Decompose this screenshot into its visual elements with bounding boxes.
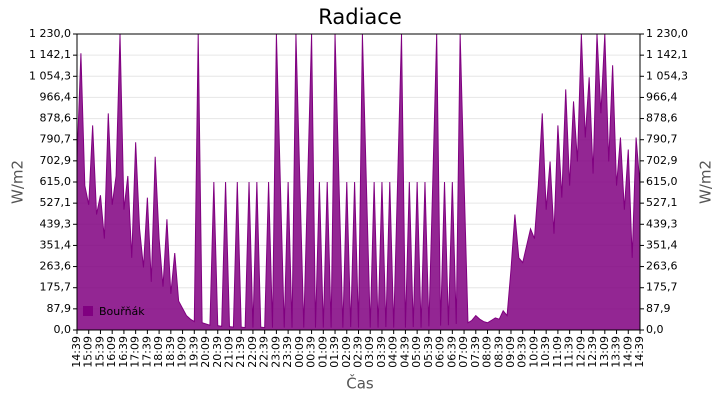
x-tick-label: 18:39 bbox=[164, 336, 177, 368]
y2-tick-label: 87,9 bbox=[646, 302, 671, 315]
y-tick-label: 966,4 bbox=[40, 90, 72, 103]
x-tick-label: 20:39 bbox=[211, 336, 224, 368]
y2-tick-label: 527,1 bbox=[646, 196, 678, 209]
x-tick-label: 04:09 bbox=[387, 336, 400, 368]
x-tick-label: 22:09 bbox=[246, 336, 259, 368]
plot-frame bbox=[76, 33, 641, 331]
x-tick-label: 21:39 bbox=[234, 336, 247, 368]
x-tick-label: 02:39 bbox=[352, 336, 365, 368]
x-tick-label: 20:09 bbox=[199, 336, 212, 368]
x-tick-label: 01:09 bbox=[316, 336, 329, 368]
chart-title: Radiace bbox=[318, 5, 402, 29]
y2-tick-label: 1 142,1 bbox=[646, 48, 688, 61]
x-tick-label: 06:39 bbox=[445, 336, 458, 368]
x-tick-label: 13:39 bbox=[610, 336, 623, 368]
x-tick-label: 07:09 bbox=[457, 336, 470, 368]
y-tick-label: 1 230,0 bbox=[29, 27, 71, 40]
x-tick-label: 05:39 bbox=[422, 336, 435, 368]
area bbox=[76, 33, 641, 331]
x-tick-label: 01:39 bbox=[328, 336, 341, 368]
y-tick-label: 439,3 bbox=[40, 217, 72, 230]
x-tick-label: 00:39 bbox=[305, 336, 318, 368]
x-tick-label: 14:39 bbox=[633, 336, 646, 368]
x-tick-label: 22:39 bbox=[258, 336, 271, 368]
y-tick-label: 790,7 bbox=[40, 133, 72, 146]
x-tick-label: 19:39 bbox=[187, 336, 200, 368]
y2-tick-label: 263,6 bbox=[646, 260, 678, 273]
legend-label: Bouřňák bbox=[99, 305, 145, 318]
y-axis-label: W/m2 bbox=[9, 160, 27, 204]
x-tick-label: 11:09 bbox=[551, 336, 564, 368]
y-tick-label: 87,9 bbox=[47, 302, 72, 315]
legend-box bbox=[83, 306, 93, 316]
y2-tick-label: 175,7 bbox=[646, 281, 678, 294]
y2-tick-label: 1 230,0 bbox=[646, 27, 688, 40]
x-tick-label: 18:09 bbox=[152, 336, 165, 368]
y-tick-label: 263,6 bbox=[40, 260, 72, 273]
y2-tick-label: 439,3 bbox=[646, 217, 678, 230]
x-tick-label: 06:09 bbox=[434, 336, 447, 368]
x-tick-label: 15:39 bbox=[93, 336, 106, 368]
x-tick-label: 19:09 bbox=[176, 336, 189, 368]
x-tick-label: 12:39 bbox=[586, 336, 599, 368]
y-tick-label: 1 142,1 bbox=[29, 48, 71, 61]
x-axis-label: Čas bbox=[346, 374, 374, 393]
x-tick-label: 14:39 bbox=[70, 336, 83, 368]
y-tick-label: 351,4 bbox=[40, 238, 72, 251]
y2-tick-label: 351,4 bbox=[646, 238, 678, 251]
x-tick-label: 04:39 bbox=[398, 336, 411, 368]
x-tick-label: 17:09 bbox=[129, 336, 142, 368]
x-tick-label: 05:09 bbox=[410, 336, 423, 368]
y-tick-label: 1 054,3 bbox=[29, 69, 71, 82]
x-tick-label: 12:09 bbox=[574, 336, 587, 368]
y2-tick-label: 790,7 bbox=[646, 133, 678, 146]
y2-tick-label: 1 054,3 bbox=[646, 69, 688, 82]
x-tick-label: 02:09 bbox=[340, 336, 353, 368]
x-tick-label: 23:09 bbox=[269, 336, 282, 368]
y2-tick-label: 966,4 bbox=[646, 90, 678, 103]
x-tick-label: 15:09 bbox=[82, 336, 95, 368]
y-tick-label: 175,7 bbox=[40, 281, 72, 294]
y-tick-label: 878,6 bbox=[40, 112, 72, 125]
x-tick-label: 21:09 bbox=[222, 336, 235, 368]
x-tick-label: 16:09 bbox=[105, 336, 118, 368]
x-tick-label: 00:09 bbox=[293, 336, 306, 368]
y2-axis-label: W/m2 bbox=[697, 160, 715, 204]
x-tick-label: 14:09 bbox=[621, 336, 634, 368]
x-tick-label: 08:09 bbox=[481, 336, 494, 368]
y-tick-label: 702,9 bbox=[40, 154, 72, 167]
y2-tick-label: 615,0 bbox=[646, 175, 678, 188]
y2-tick-label: 878,6 bbox=[646, 112, 678, 125]
y-tick-label: 0,0 bbox=[54, 323, 72, 336]
x-tick-label: 23:39 bbox=[281, 336, 294, 368]
y2-tick-label: 0,0 bbox=[646, 323, 664, 336]
x-tick-label: 03:39 bbox=[375, 336, 388, 368]
x-tick-label: 16:39 bbox=[117, 336, 130, 368]
x-tick-label: 08:39 bbox=[492, 336, 505, 368]
x-tick-label: 07:39 bbox=[469, 336, 482, 368]
y2-tick-label: 702,9 bbox=[646, 154, 678, 167]
x-tick-label: 09:39 bbox=[516, 336, 529, 368]
x-tick-label: 10:39 bbox=[539, 336, 552, 368]
x-tick-label: 13:09 bbox=[598, 336, 611, 368]
x-tick-label: 10:09 bbox=[527, 336, 540, 368]
x-tick-label: 03:09 bbox=[363, 336, 376, 368]
y-tick-label: 615,0 bbox=[40, 175, 72, 188]
x-tick-label: 11:39 bbox=[563, 336, 576, 368]
y-tick-label: 527,1 bbox=[40, 196, 72, 209]
x-tick-label: 17:39 bbox=[140, 336, 153, 368]
x-tick-label: 09:09 bbox=[504, 336, 517, 368]
